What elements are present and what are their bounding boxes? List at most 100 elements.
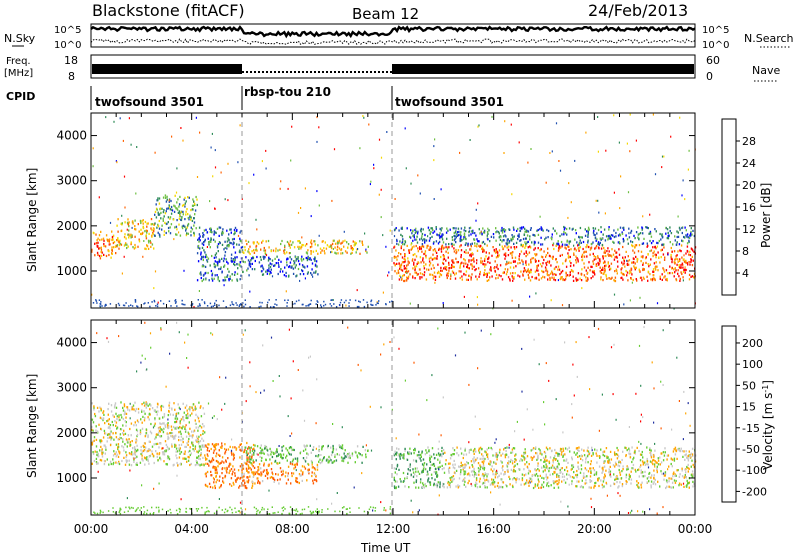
echo-cell bbox=[131, 226, 133, 229]
echo-cell bbox=[620, 268, 622, 271]
echo-cell bbox=[476, 278, 478, 281]
echo-cell bbox=[365, 248, 367, 251]
echo-cell bbox=[317, 301, 319, 303]
echo-cell bbox=[265, 458, 267, 462]
echo-cell bbox=[146, 229, 148, 233]
echo-cell bbox=[311, 242, 313, 245]
echo-cell bbox=[260, 471, 262, 474]
echo-cell bbox=[412, 253, 414, 257]
echo-cell bbox=[180, 432, 182, 435]
echo-cell bbox=[608, 234, 610, 237]
echo-cell bbox=[537, 454, 539, 457]
echo-cell bbox=[393, 262, 395, 265]
echo-cell bbox=[641, 228, 643, 231]
echo-cell bbox=[208, 443, 210, 446]
echo-cell bbox=[125, 412, 128, 415]
echo-cell bbox=[124, 410, 126, 413]
echo-cell bbox=[537, 228, 539, 232]
echo-cell bbox=[330, 459, 332, 462]
echo-cell bbox=[625, 446, 627, 450]
echo-cell bbox=[593, 271, 595, 274]
echo-cell bbox=[466, 265, 468, 268]
echo-cell bbox=[196, 438, 198, 441]
echo-cell bbox=[269, 273, 271, 276]
echo-cell bbox=[278, 258, 280, 261]
echo-cell bbox=[156, 303, 159, 306]
echo-cell bbox=[604, 249, 606, 252]
echo-cell bbox=[234, 256, 236, 259]
echo-cell bbox=[504, 456, 507, 459]
echo-cell bbox=[587, 229, 589, 232]
echo-cell bbox=[561, 245, 563, 248]
echo-cell bbox=[419, 246, 421, 249]
echo-cell bbox=[561, 253, 563, 257]
echo-cell bbox=[557, 454, 559, 457]
echo-cell bbox=[435, 251, 438, 254]
echo-cell bbox=[661, 236, 664, 239]
echo-cell bbox=[224, 450, 227, 453]
echo-cell bbox=[165, 231, 167, 235]
echo-cell bbox=[286, 302, 288, 304]
echo-cell bbox=[224, 251, 227, 254]
echo-cell bbox=[642, 256, 644, 259]
echo-cell bbox=[600, 226, 602, 229]
echo-cell bbox=[484, 242, 486, 246]
echo-cell bbox=[336, 240, 339, 243]
echo-cell bbox=[134, 246, 137, 249]
echo-cell bbox=[173, 238, 175, 241]
echo-cell bbox=[289, 446, 292, 449]
echo-cell bbox=[652, 113, 654, 116]
echo-cell bbox=[242, 464, 244, 467]
echo-cell bbox=[249, 252, 251, 256]
echo-cell bbox=[535, 472, 538, 476]
echo-cell bbox=[679, 277, 681, 280]
echo-cell bbox=[261, 448, 263, 451]
echo-cell bbox=[491, 275, 493, 278]
echo-cell bbox=[515, 241, 518, 244]
echo-cell bbox=[106, 458, 108, 461]
echo-cell bbox=[265, 167, 267, 170]
echo-cell bbox=[293, 246, 296, 249]
echo-cell bbox=[529, 295, 531, 298]
echo-cell bbox=[541, 476, 543, 479]
echo-cell bbox=[246, 450, 248, 453]
nave-label: Nave bbox=[752, 64, 780, 77]
echo-cell bbox=[140, 445, 142, 449]
echo-cell bbox=[153, 424, 156, 427]
echo-cell bbox=[400, 454, 403, 457]
echo-cell bbox=[151, 234, 153, 237]
echo-cell bbox=[434, 457, 436, 460]
echo-cell bbox=[362, 243, 364, 246]
echo-cell bbox=[432, 242, 435, 245]
echo-cell bbox=[250, 259, 252, 262]
echo-cell bbox=[365, 249, 367, 253]
echo-cell bbox=[537, 462, 539, 465]
echo-cell bbox=[277, 272, 279, 276]
echo-cell bbox=[174, 421, 176, 424]
echo-cell bbox=[460, 447, 462, 450]
echo-cell bbox=[110, 256, 112, 259]
echo-cell bbox=[462, 466, 464, 469]
echo-cell bbox=[295, 275, 297, 278]
echo-cell bbox=[145, 432, 147, 435]
echo-cell bbox=[249, 306, 251, 308]
echo-cell bbox=[590, 265, 592, 268]
echo-cell bbox=[625, 250, 627, 253]
echo-cell bbox=[271, 275, 274, 278]
echo-cell bbox=[214, 304, 216, 306]
echo-cell bbox=[561, 467, 563, 470]
echo-cell bbox=[519, 275, 521, 278]
echo-cell bbox=[389, 229, 391, 232]
echo-cell bbox=[409, 469, 411, 472]
echo-cell bbox=[510, 261, 512, 264]
echo-cell bbox=[415, 459, 417, 462]
echo-cell bbox=[639, 296, 641, 299]
echo-cell bbox=[544, 266, 547, 269]
echo-cell bbox=[546, 270, 549, 273]
echo-cell bbox=[99, 416, 102, 419]
echo-cell bbox=[295, 256, 297, 259]
echo-cell bbox=[224, 254, 226, 257]
echo-cell bbox=[328, 245, 330, 248]
echo-cell bbox=[97, 237, 99, 240]
echo-cell bbox=[522, 270, 525, 273]
